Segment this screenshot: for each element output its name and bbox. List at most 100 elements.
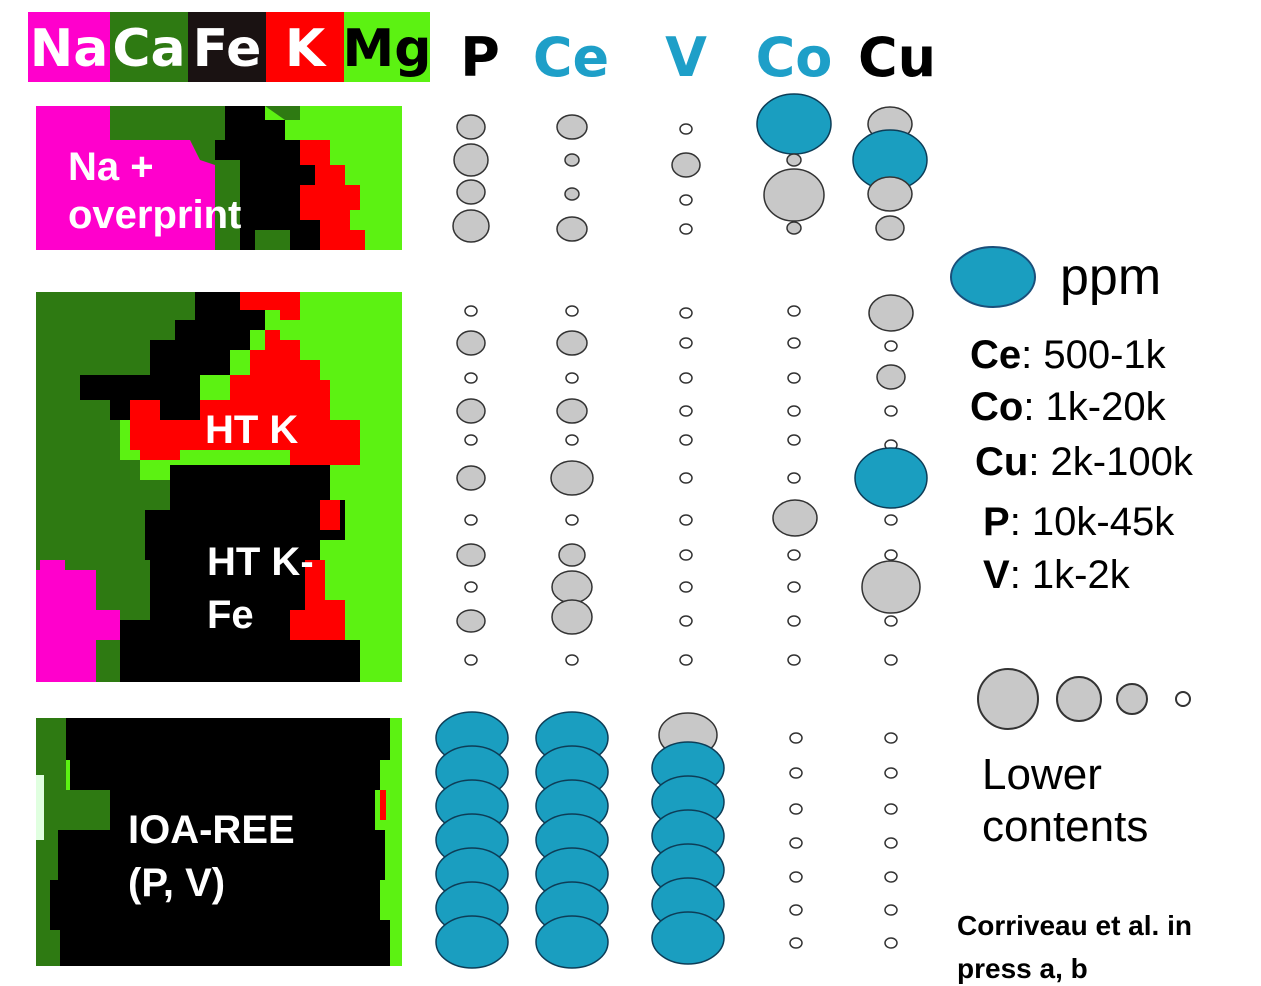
panel-ht-k: HT K HT K- Fe xyxy=(36,292,402,682)
bubble-p-10 xyxy=(464,514,478,526)
bubble-v-7 xyxy=(679,405,693,417)
bubble-ce-21-high xyxy=(535,915,609,969)
bubble-cu-7 xyxy=(884,405,898,417)
panel-label-htk: HT K xyxy=(205,408,298,452)
legend-high-bubble xyxy=(950,246,1036,308)
ca-label: Ca xyxy=(112,19,185,79)
bubble-p-11 xyxy=(456,543,486,567)
na-swatch xyxy=(28,12,110,82)
bubble-ce-4 xyxy=(565,305,579,317)
p-header: P xyxy=(460,26,500,89)
bubble-cu-14 xyxy=(884,654,898,666)
bubble-co-4 xyxy=(787,305,801,317)
bubble-co-3 xyxy=(786,221,802,235)
bubble-cu-15 xyxy=(884,732,898,744)
bubble-ce-9 xyxy=(550,460,594,496)
bubble-ce-11 xyxy=(558,543,586,567)
bubble-cu-13 xyxy=(884,615,898,627)
panel-label-ioa-2: (P, V) xyxy=(128,861,225,905)
bubble-p-12 xyxy=(464,581,478,593)
na-label: Na xyxy=(30,19,109,79)
bubble-co-7 xyxy=(787,405,801,417)
bubble-v-5 xyxy=(679,337,693,349)
bubble-v-0 xyxy=(679,123,693,135)
bubble-p-1 xyxy=(453,143,489,177)
bubble-co-5 xyxy=(787,337,801,349)
bubble-p-8 xyxy=(464,434,478,446)
bubble-cu-11 xyxy=(884,549,898,561)
bubble-ce-2 xyxy=(564,187,580,201)
bubble-ce-0 xyxy=(556,114,588,140)
bubble-p-13 xyxy=(456,609,486,633)
bubble-co-14 xyxy=(787,654,801,666)
element-headers: P Ce V Co Cu xyxy=(460,26,936,89)
bubble-p-2 xyxy=(456,179,486,205)
bubble-co-13 xyxy=(787,615,801,627)
ca-swatch xyxy=(110,12,188,82)
bubble-cu-10 xyxy=(884,514,898,526)
bubble-cu-6 xyxy=(876,364,906,390)
bubble-p-0 xyxy=(456,114,486,140)
bubble-ce-10 xyxy=(565,514,579,526)
bubble-ce-3 xyxy=(556,216,588,242)
bubble-cu-2 xyxy=(867,176,913,212)
bubble-v-2 xyxy=(679,194,693,206)
bubble-v-10 xyxy=(679,514,693,526)
bubble-co-21 xyxy=(789,937,803,949)
bubble-v-9 xyxy=(679,472,693,484)
bubble-p-4 xyxy=(464,305,478,317)
cu-header: Cu xyxy=(858,26,936,89)
bubble-ce-13 xyxy=(551,599,593,635)
legend-range-co: Co: 1k-20k xyxy=(970,385,1167,429)
bubble-co-1 xyxy=(786,153,802,167)
bubble-cu-5 xyxy=(884,340,898,352)
bubble-co-6 xyxy=(787,372,801,384)
bubble-co-11 xyxy=(787,549,801,561)
bubble-cu-20 xyxy=(884,904,898,916)
panel-label-htkfe-1: HT K- xyxy=(207,540,314,584)
fe-swatch xyxy=(188,12,266,82)
bubble-co-19 xyxy=(789,871,803,883)
citation-line-2: press a, b xyxy=(957,953,1088,984)
citation-line-1: Corriveau et al. in xyxy=(957,910,1192,941)
panel-label-na-1: Na + xyxy=(68,145,154,189)
bubble-v-12 xyxy=(679,581,693,593)
bubble-ce-5 xyxy=(556,330,588,356)
bubble-co-20 xyxy=(789,904,803,916)
panel-na-overprint: Na + overprint xyxy=(36,106,402,250)
legend-ranges: Ce: 500-1k Co: 1k-20k Cu: 2k-100k P: 10k… xyxy=(970,333,1194,597)
bubble-cu-4 xyxy=(868,294,914,332)
bubble-v-13 xyxy=(679,615,693,627)
legend-range-cu: Cu: 2k-100k xyxy=(975,440,1194,484)
legend-bubble-xl xyxy=(977,668,1039,730)
bubble-v-21-high xyxy=(651,911,725,965)
bubble-cu-18 xyxy=(884,837,898,849)
bubble-v-14 xyxy=(679,654,693,666)
bubble-v-8 xyxy=(679,434,693,446)
bubble-co-0-high xyxy=(756,93,832,155)
k-label: K xyxy=(285,19,327,79)
legend-bubble-s xyxy=(1175,691,1191,707)
bubble-p-7 xyxy=(456,398,486,424)
ce-header: Ce xyxy=(533,26,609,89)
size-legend: ppm Lower contents Corriveau et al. in p… xyxy=(950,246,1192,984)
bubble-v-6 xyxy=(679,372,693,384)
bubble-p-5 xyxy=(456,330,486,356)
panel-label-ioa-1: IOA-REE xyxy=(128,808,295,852)
bubble-co-8 xyxy=(787,434,801,446)
alteration-legend-header: Na Ca Fe K Mg xyxy=(28,12,431,82)
bubble-ce-6 xyxy=(565,372,579,384)
legend-bubble-l xyxy=(1056,676,1102,722)
mg-swatch xyxy=(344,12,430,82)
bubble-p-21-high xyxy=(435,915,509,969)
bubble-cu-16 xyxy=(884,767,898,779)
bubble-ce-8 xyxy=(565,434,579,446)
bubble-p-3 xyxy=(452,209,490,243)
v-header: V xyxy=(665,26,707,89)
bubble-ce-7 xyxy=(556,398,588,424)
bubble-p-14 xyxy=(464,654,478,666)
mg-label: Mg xyxy=(343,19,432,79)
bubble-cu-12 xyxy=(861,560,921,614)
bubble-co-16 xyxy=(789,767,803,779)
